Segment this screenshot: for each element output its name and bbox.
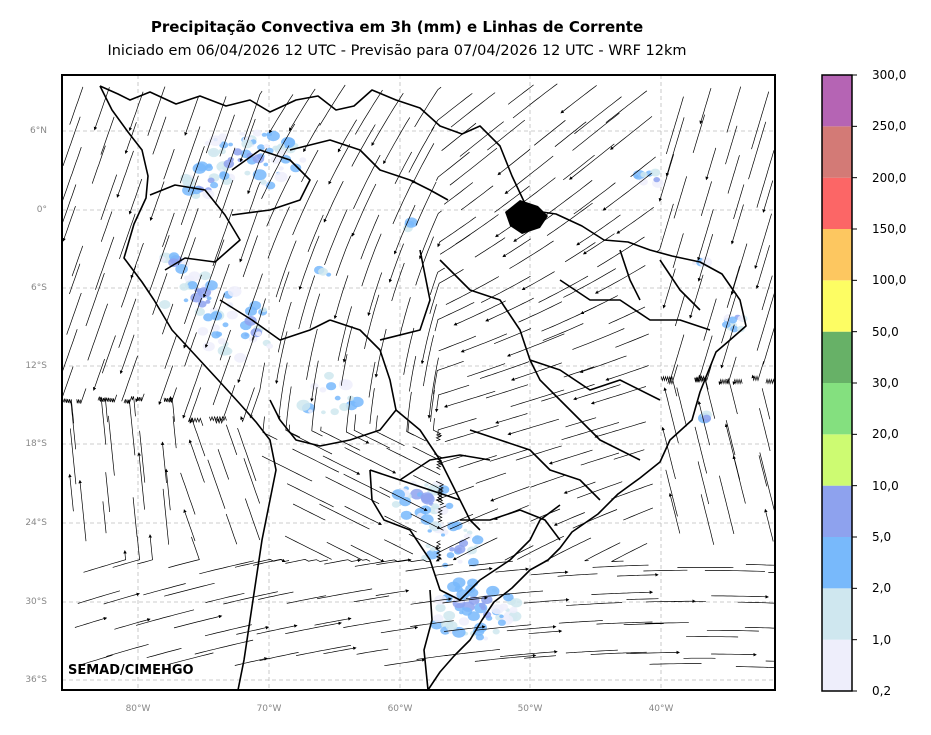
colorbar-tick-label: 250,0 <box>872 119 907 134</box>
lon-label: 50°W <box>517 704 543 714</box>
colorbar-segment <box>822 485 852 537</box>
colorbar-tick-label: 10,0 <box>872 478 899 493</box>
lat-label: 6°N <box>30 126 47 136</box>
colorbar-segment <box>822 331 852 383</box>
colorbar-tick-label: 20,0 <box>872 427 899 442</box>
colorbar-tick-label: 0,2 <box>872 684 892 698</box>
colorbar-tick-label: 1,0 <box>872 632 892 647</box>
colorbar-tick-label: 150,0 <box>872 222 907 236</box>
colorbar-tick-label: 200,0 <box>872 170 907 185</box>
lat-label: 24°S <box>25 518 47 528</box>
colorbar-segment <box>822 434 852 486</box>
lat-label: 12°S <box>25 361 47 371</box>
colorbar-segment <box>822 229 852 281</box>
lat-label: 6°S <box>31 283 47 293</box>
lon-label: 60°W <box>387 704 413 714</box>
lat-label: 36°S <box>25 675 47 685</box>
colorbar-tick-label: 2,0 <box>872 581 892 596</box>
map-frame <box>61 74 776 691</box>
lon-label: 40°W <box>648 704 674 714</box>
lon-label: 70°W <box>256 704 282 714</box>
map-title: Precipitação Convectiva em 3h (mm) e Lin… <box>150 18 644 36</box>
colorbar-tick-label: 300,0 <box>872 68 907 82</box>
colorbar-segment <box>822 75 852 127</box>
colorbar-tick-label: 30,0 <box>872 376 899 390</box>
lat-label: 18°S <box>25 439 47 449</box>
colorbar-segment <box>822 126 852 178</box>
colorbar <box>821 74 857 692</box>
colorbar-tick-label: 5,0 <box>872 530 892 544</box>
lat-label: 30°S <box>25 597 47 607</box>
lon-label: 80°W <box>125 704 151 714</box>
lat-label: 0° <box>36 205 47 215</box>
colorbar-segment <box>822 177 852 229</box>
colorbar-segment <box>822 639 852 691</box>
colorbar-segment <box>822 280 852 332</box>
country-borders <box>99 85 747 690</box>
map-subtitle: Iniciado em 06/04/2026 12 UTC - Previsão… <box>107 43 687 59</box>
colorbar-segment <box>822 537 852 589</box>
graticule <box>62 75 775 690</box>
precipitation-layer <box>158 129 748 641</box>
colorbar-tick-label: 100,0 <box>872 273 907 288</box>
colorbar-tick-label: 50,0 <box>872 324 899 339</box>
colorbar-segment <box>822 588 852 640</box>
colorbar-segment <box>822 383 852 435</box>
credit-label: SEMAD/CIMEHGO <box>68 663 194 678</box>
